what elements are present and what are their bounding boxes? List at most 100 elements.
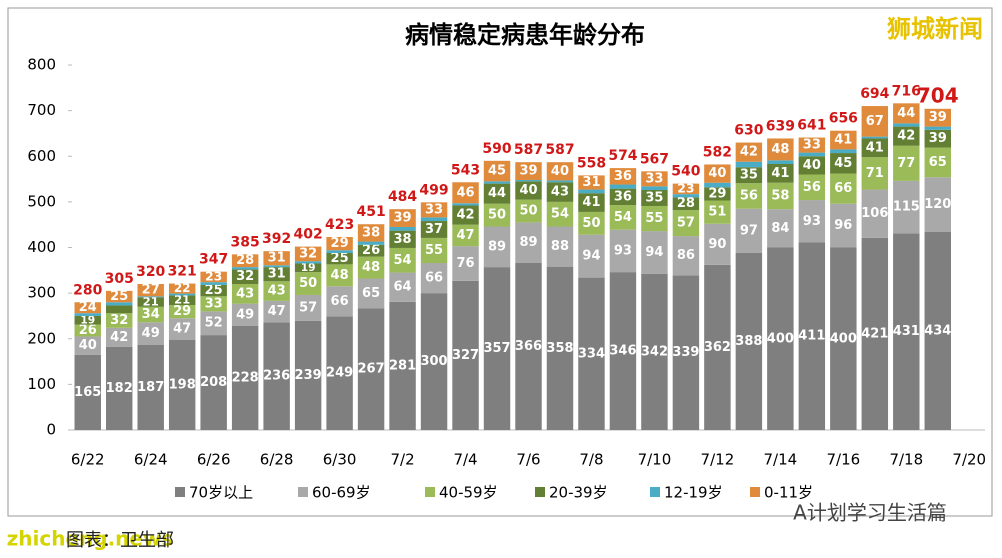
- bar-segment: [515, 181, 542, 200]
- bar-segment: [326, 252, 353, 265]
- total-label: 280: [73, 282, 102, 298]
- value-label: 21: [143, 295, 159, 309]
- value-label: 31: [268, 267, 286, 282]
- total-label: 402: [294, 227, 323, 243]
- bar-segment: [420, 263, 448, 294]
- bar-segment: [546, 182, 574, 202]
- chart-title: 病情稳定病患年龄分布: [405, 21, 645, 49]
- value-label: 36: [614, 189, 632, 204]
- legend-label: 60-69岁: [312, 484, 371, 502]
- bar-segment: [578, 189, 605, 194]
- value-label: 106: [861, 206, 888, 221]
- bar-segment: [609, 229, 637, 273]
- total-label: 630: [734, 123, 763, 139]
- bar-segment: [106, 305, 133, 314]
- value-label: 19: [80, 313, 95, 326]
- bar-segment: [452, 182, 479, 204]
- value-label: 228: [232, 370, 259, 385]
- value-label: 23: [205, 268, 222, 283]
- legend-swatch: [750, 487, 760, 497]
- value-label: 35: [740, 168, 758, 183]
- bar-segment: [830, 173, 857, 204]
- bar-segment: [168, 293, 196, 296]
- bar-segment: [578, 277, 605, 430]
- value-label: 94: [645, 245, 663, 260]
- bar-segment: [861, 106, 889, 137]
- bar-segment: [357, 241, 385, 245]
- bar-segment: [389, 230, 416, 248]
- value-label: 32: [299, 246, 317, 261]
- value-label: 49: [236, 307, 254, 322]
- total-label: 451: [356, 204, 385, 220]
- source: 图表：卫生部: [66, 530, 174, 551]
- value-label: 19: [301, 261, 316, 274]
- bar-segment: [924, 231, 951, 430]
- bar-segment: [830, 203, 857, 248]
- value-label: 51: [708, 205, 726, 220]
- bar-segment: [389, 247, 416, 273]
- bar-segment: [137, 284, 164, 297]
- value-label: 43: [551, 185, 569, 200]
- x-tick-label: 7/16: [826, 451, 860, 469]
- value-label: 33: [803, 138, 821, 153]
- bar-segment: [641, 190, 668, 206]
- bar-segment: [641, 205, 668, 232]
- bar-segment: [893, 145, 920, 181]
- value-label: 26: [362, 243, 380, 258]
- value-label: 267: [358, 362, 385, 377]
- value-label: 33: [645, 171, 663, 186]
- value-label: 76: [456, 256, 474, 271]
- value-label: 334: [578, 346, 605, 361]
- bar-segment: [924, 129, 951, 148]
- value-label: 34: [142, 307, 160, 322]
- value-label: 88: [551, 239, 569, 254]
- bar-segment: [578, 193, 605, 212]
- bar-segment: [798, 174, 826, 201]
- bar-segment: [357, 256, 385, 279]
- x-tick-label: 7/6: [516, 451, 540, 469]
- bar-segment: [389, 226, 416, 231]
- value-label: 239: [295, 368, 322, 383]
- value-label: 366: [515, 339, 542, 354]
- value-label: 362: [704, 340, 731, 355]
- value-label: 33: [205, 296, 223, 311]
- bar-segment: [106, 327, 133, 347]
- bar-segment: [389, 272, 416, 302]
- total-label: 704: [917, 83, 959, 107]
- x-tick-label: 7/4: [453, 451, 477, 469]
- bar-segment: [546, 180, 574, 183]
- value-label: 97: [740, 223, 758, 238]
- bar-segment: [546, 201, 574, 227]
- y-tick-label: 600: [27, 147, 56, 165]
- bar-segment: [609, 205, 637, 230]
- watermark: A计划学习生活篇: [793, 501, 947, 525]
- bar-segment: [735, 183, 763, 209]
- value-label: 49: [142, 326, 160, 341]
- value-label: 29: [173, 304, 191, 319]
- bar-segment: [861, 138, 889, 158]
- value-label: 96: [834, 218, 852, 233]
- total-label: 639: [766, 118, 795, 134]
- bar-segment: [546, 226, 574, 267]
- value-label: 358: [546, 341, 573, 356]
- total-label: 716: [892, 83, 921, 99]
- bar-segment: [861, 136, 889, 139]
- value-label: 411: [798, 329, 825, 344]
- value-label: 50: [488, 208, 506, 223]
- x-tick-label: 7/8: [579, 451, 603, 469]
- bar-segment: [735, 167, 763, 184]
- value-label: 346: [609, 344, 636, 359]
- bar-segment: [641, 186, 668, 191]
- bar-segment: [515, 179, 542, 182]
- bar-segment: [704, 182, 731, 188]
- bar-segment: [798, 137, 826, 153]
- bar-segment: [483, 181, 511, 184]
- bar-segment: [168, 339, 196, 430]
- x-tick-label: 7/2: [390, 451, 414, 469]
- value-label: 120: [924, 197, 951, 212]
- bar-segment: [672, 210, 700, 237]
- value-label: 24: [79, 300, 97, 315]
- bar-segment: [231, 303, 259, 326]
- value-label: 50: [519, 204, 537, 219]
- value-label: 66: [331, 294, 349, 309]
